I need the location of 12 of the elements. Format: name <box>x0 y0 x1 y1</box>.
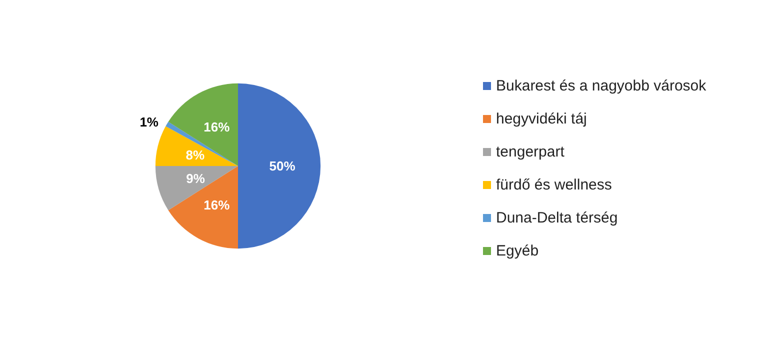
data-label: 16% <box>204 120 230 135</box>
legend-label: Duna-Delta térség <box>496 210 618 226</box>
legend-label: tengerpart <box>496 144 566 160</box>
legend-label: hegyvidéki táj <box>496 110 587 128</box>
data-label: 50% <box>269 158 296 174</box>
legend-label: Egyéb <box>496 242 539 260</box>
data-label: 9% <box>186 170 206 186</box>
legend-label: fürdő és wellness <box>496 176 612 194</box>
data-label: 1% <box>140 114 159 130</box>
data-label: 16% <box>204 197 230 212</box>
legend-label: Bukarest és a nagyobb városok <box>496 78 707 94</box>
data-label: 8% <box>186 147 205 162</box>
